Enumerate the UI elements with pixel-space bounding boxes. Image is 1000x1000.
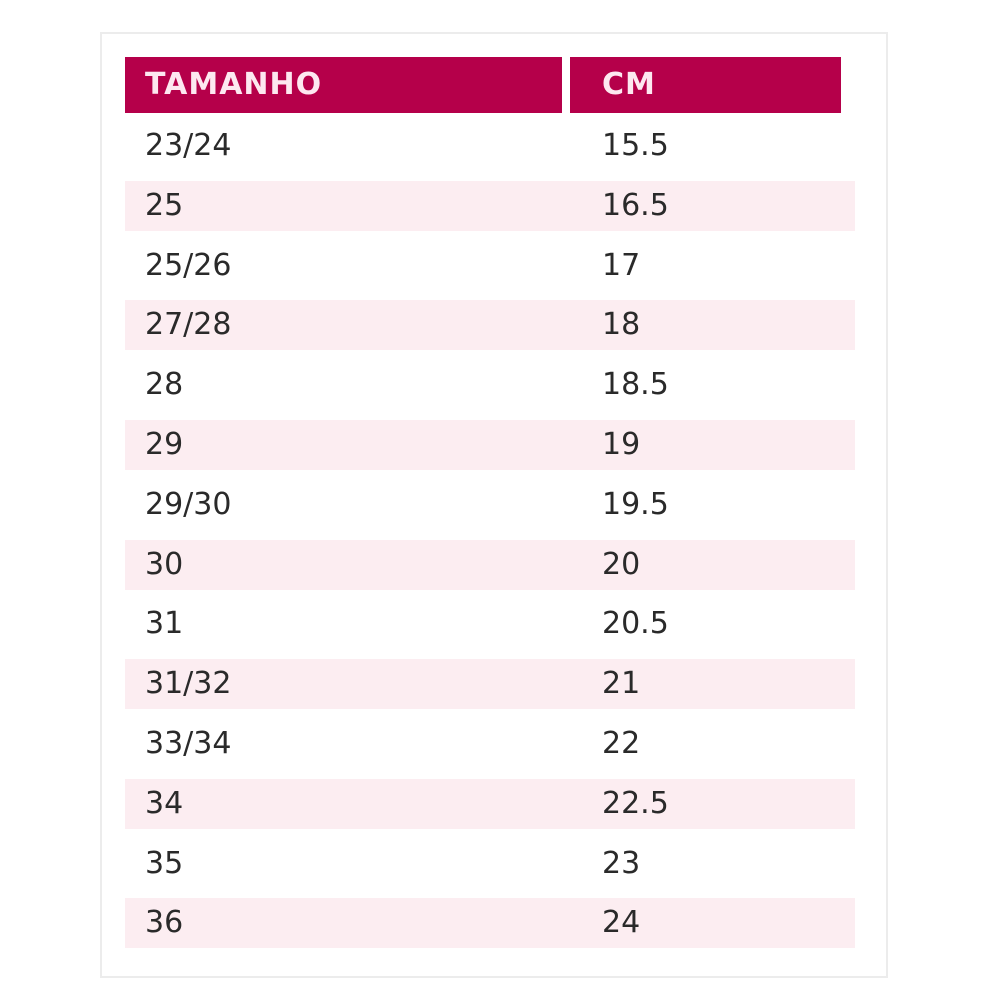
cm-cell: 21 bbox=[602, 666, 641, 702]
table-row: 31 20.5 bbox=[125, 599, 855, 649]
size-cell: 29 bbox=[145, 427, 184, 462]
size-cell: 36 bbox=[145, 905, 184, 941]
table-row: 31/32 21 bbox=[125, 659, 855, 710]
table-row: 29 19 bbox=[125, 420, 855, 470]
size-cell: 27/28 bbox=[145, 307, 232, 343]
cm-cell: 23 bbox=[602, 845, 641, 881]
size-cell: 31/32 bbox=[145, 666, 232, 702]
table-row: 25 16.5 bbox=[125, 180, 855, 231]
table-row: 33/34 22 bbox=[125, 719, 855, 769]
header-tamanho: TAMANHO bbox=[125, 57, 562, 113]
size-cell: 29/30 bbox=[145, 486, 232, 522]
table-row: 29/30 19.5 bbox=[125, 480, 855, 530]
cm-cell: 17 bbox=[602, 247, 641, 283]
cm-cell: 22 bbox=[602, 726, 641, 761]
size-cell: 34 bbox=[145, 785, 184, 821]
size-cell: 23/24 bbox=[145, 128, 232, 163]
table-row: 34 22.5 bbox=[125, 778, 855, 829]
size-cell: 35 bbox=[145, 845, 184, 881]
size-cell: 31 bbox=[145, 606, 184, 642]
cm-cell: 19.5 bbox=[602, 486, 669, 522]
table-row: 30 20 bbox=[125, 539, 855, 590]
table-row: 28 18.5 bbox=[125, 360, 855, 410]
cm-cell: 22.5 bbox=[602, 785, 669, 821]
size-table-frame bbox=[100, 32, 888, 978]
size-cell: 33/34 bbox=[145, 726, 232, 761]
table-row: 23/24 15.5 bbox=[125, 121, 855, 171]
cm-cell: 24 bbox=[602, 905, 641, 941]
cm-cell: 19 bbox=[602, 427, 641, 462]
size-cell: 30 bbox=[145, 546, 184, 582]
cm-cell: 20.5 bbox=[602, 606, 669, 642]
cm-cell: 20 bbox=[602, 546, 641, 582]
size-cell: 25/26 bbox=[145, 247, 232, 283]
cm-cell: 18.5 bbox=[602, 367, 669, 403]
size-cell: 28 bbox=[145, 367, 184, 403]
header-cm: CM bbox=[570, 57, 841, 113]
cm-cell: 18 bbox=[602, 307, 641, 343]
table-row: 27/28 18 bbox=[125, 300, 855, 351]
table-row: 25/26 17 bbox=[125, 241, 855, 291]
table-row: 35 23 bbox=[125, 839, 855, 889]
size-cell: 25 bbox=[145, 187, 184, 223]
cm-cell: 15.5 bbox=[602, 128, 669, 163]
table-row: 36 24 bbox=[125, 898, 855, 949]
cm-cell: 16.5 bbox=[602, 187, 669, 223]
